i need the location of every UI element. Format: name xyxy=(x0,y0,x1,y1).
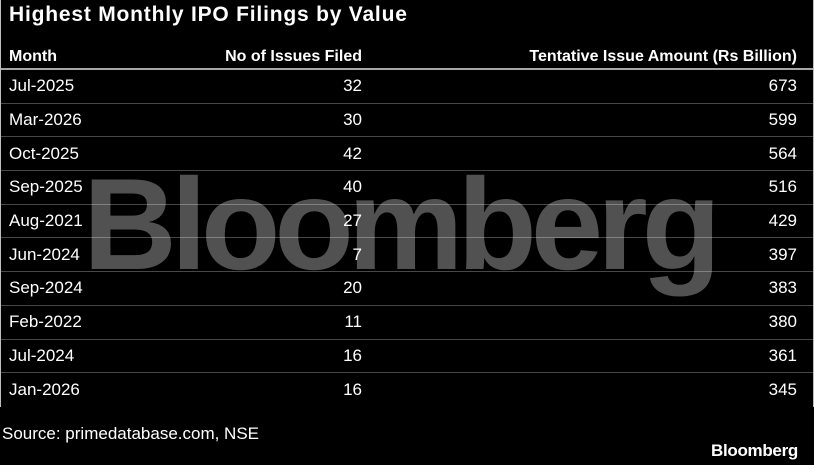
table-row: Mar-2026 30 599 xyxy=(1,104,813,138)
cell-month: Feb-2022 xyxy=(9,312,82,332)
cell-month: Jul-2024 xyxy=(9,345,75,365)
table-row: Jan-2026 16 345 xyxy=(1,373,813,407)
column-header-month: Month xyxy=(9,48,57,65)
cell-month: Jun-2024 xyxy=(9,244,80,264)
table-header-row: Month No of Issues Filed Tentative Issue… xyxy=(1,28,813,70)
cell-issue-amount: 564 xyxy=(768,143,797,163)
cell-issues-filed: 42 xyxy=(343,143,362,163)
table-row: Jul-2024 16 361 xyxy=(1,340,813,374)
cell-issues-filed: 30 xyxy=(343,110,362,130)
chart-frame: Highest Monthly IPO Filings by Value Mon… xyxy=(0,0,814,407)
cell-issues-filed: 11 xyxy=(344,312,362,332)
table-row: Aug-2021 27 429 xyxy=(1,205,813,239)
cell-month: Sep-2025 xyxy=(9,177,83,197)
cell-issues-filed: 32 xyxy=(343,76,362,96)
cell-issue-amount: 516 xyxy=(768,177,797,197)
table-row: Sep-2024 20 383 xyxy=(1,272,813,306)
table-row: Jul-2025 32 673 xyxy=(1,70,813,104)
cell-issue-amount: 429 xyxy=(768,211,797,231)
table-body: Jul-2025 32 673 Mar-2026 30 599 Oct-2025… xyxy=(1,70,813,407)
table-row: Feb-2022 11 380 xyxy=(1,306,813,340)
cell-issues-filed: 7 xyxy=(352,244,362,264)
bloomberg-logo: Bloomberg xyxy=(710,441,798,460)
column-header-issues-filed: No of Issues Filed xyxy=(225,48,362,65)
cell-issues-filed: 16 xyxy=(343,380,362,400)
cell-issue-amount: 599 xyxy=(768,110,797,130)
cell-month: Aug-2021 xyxy=(9,211,83,231)
cell-month: Jan-2026 xyxy=(9,380,80,400)
source-attribution: Source: primedatabase.com, NSE xyxy=(2,424,260,443)
cell-month: Jul-2025 xyxy=(9,76,75,96)
cell-issue-amount: 361 xyxy=(768,345,797,365)
table-row: Sep-2025 40 516 xyxy=(1,171,813,205)
cell-month: Sep-2024 xyxy=(9,278,83,298)
cell-issue-amount: 345 xyxy=(768,380,797,400)
table-row: Jun-2024 7 397 xyxy=(1,238,813,273)
cell-issues-filed: 40 xyxy=(343,177,362,197)
bloomberg-watermark: Bloomberg xyxy=(83,151,721,297)
cell-issues-filed: 27 xyxy=(343,211,362,231)
column-header-issue-amount: Tentative Issue Amount (Rs Billion) xyxy=(529,48,797,65)
cell-month: Oct-2025 xyxy=(9,143,79,163)
cell-issue-amount: 673 xyxy=(768,76,797,96)
cell-month: Mar-2026 xyxy=(9,110,82,130)
cell-issue-amount: 397 xyxy=(768,244,797,264)
cell-issues-filed: 20 xyxy=(343,278,362,298)
cell-issues-filed: 16 xyxy=(343,345,362,365)
cell-issue-amount: 380 xyxy=(768,312,797,332)
table-row: Oct-2025 42 564 xyxy=(1,137,813,172)
cell-issue-amount: 383 xyxy=(768,278,797,298)
chart-title: Highest Monthly IPO Filings by Value xyxy=(9,3,408,26)
